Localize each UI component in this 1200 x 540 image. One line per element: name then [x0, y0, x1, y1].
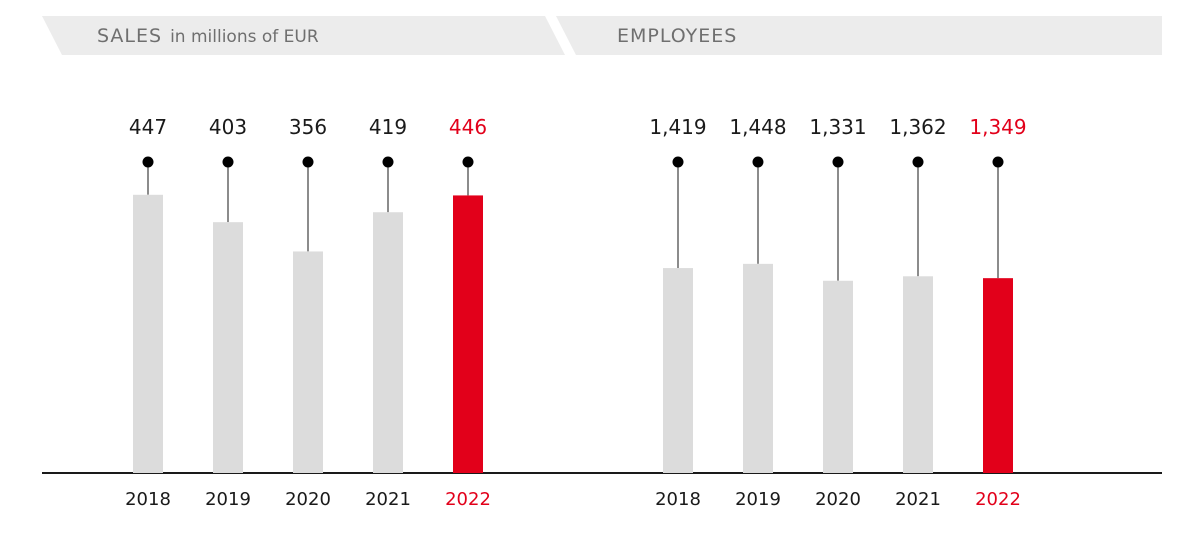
employees-year-label-2020: 2020 — [815, 489, 861, 510]
employees-year-label-2022: 2022 — [975, 489, 1021, 510]
sales-bar-2022 — [453, 195, 483, 473]
employees-value-label-2019: 1,448 — [729, 115, 786, 139]
employees-bar-2019 — [743, 263, 773, 473]
employees-header-title: EMPLOYEES — [617, 25, 737, 47]
employees-year-label-2019: 2019 — [735, 489, 781, 510]
sales-value-label-2018: 447 — [129, 115, 167, 139]
sales-chart: 447 2018 403 2019 356 2020 419 2021 446 2022 — [125, 115, 491, 510]
sales-header-bg — [42, 16, 565, 55]
sales-header-title: SALES in millions of EUR — [97, 25, 319, 47]
sales-value-label-2022: 446 — [449, 115, 487, 139]
employees-bar-2022 — [983, 278, 1013, 473]
sales-year-label-2022: 2022 — [445, 489, 491, 510]
employees-marker-2019 — [752, 156, 764, 168]
sales-value-label-2019: 403 — [209, 115, 247, 139]
employees-value-label-2022: 1,349 — [969, 115, 1026, 139]
sales-marker-2021 — [382, 156, 394, 168]
employees-year-label-2018: 2018 — [655, 489, 701, 510]
employees-year-label-2021: 2021 — [895, 489, 941, 510]
employees-bar-2018 — [663, 268, 693, 473]
sales-year-label-2019: 2019 — [205, 489, 251, 510]
sales-value-label-2020: 356 — [289, 115, 327, 139]
employees-value-label-2020: 1,331 — [809, 115, 866, 139]
employees-marker-2018 — [672, 156, 684, 168]
employees-value-label-2021: 1,362 — [889, 115, 946, 139]
employees-header-bg — [556, 16, 1162, 55]
sales-bar-2020 — [293, 251, 323, 473]
employees-value-label-2018: 1,419 — [649, 115, 706, 139]
sales-value-label-2021: 419 — [369, 115, 407, 139]
employees-marker-2021 — [912, 156, 924, 168]
employees-bar-2020 — [823, 280, 853, 473]
sales-bar-2018 — [133, 194, 163, 473]
sales-bar-2019 — [213, 222, 243, 473]
sales-marker-2018 — [142, 156, 154, 168]
sales-bar-2021 — [373, 212, 403, 473]
sales-marker-2022 — [462, 156, 474, 168]
sales-marker-2020 — [302, 156, 314, 168]
sales-marker-2019 — [222, 156, 234, 168]
sales-year-label-2021: 2021 — [365, 489, 411, 510]
employees-bar-2021 — [903, 276, 933, 473]
sales-year-label-2020: 2020 — [285, 489, 331, 510]
employees-marker-2020 — [832, 156, 844, 168]
sales-year-label-2018: 2018 — [125, 489, 171, 510]
employees-chart: 1,419 2018 1,448 2019 1,331 2020 1,362 2021 1,34… — [649, 115, 1026, 510]
employees-marker-2022 — [992, 156, 1004, 168]
